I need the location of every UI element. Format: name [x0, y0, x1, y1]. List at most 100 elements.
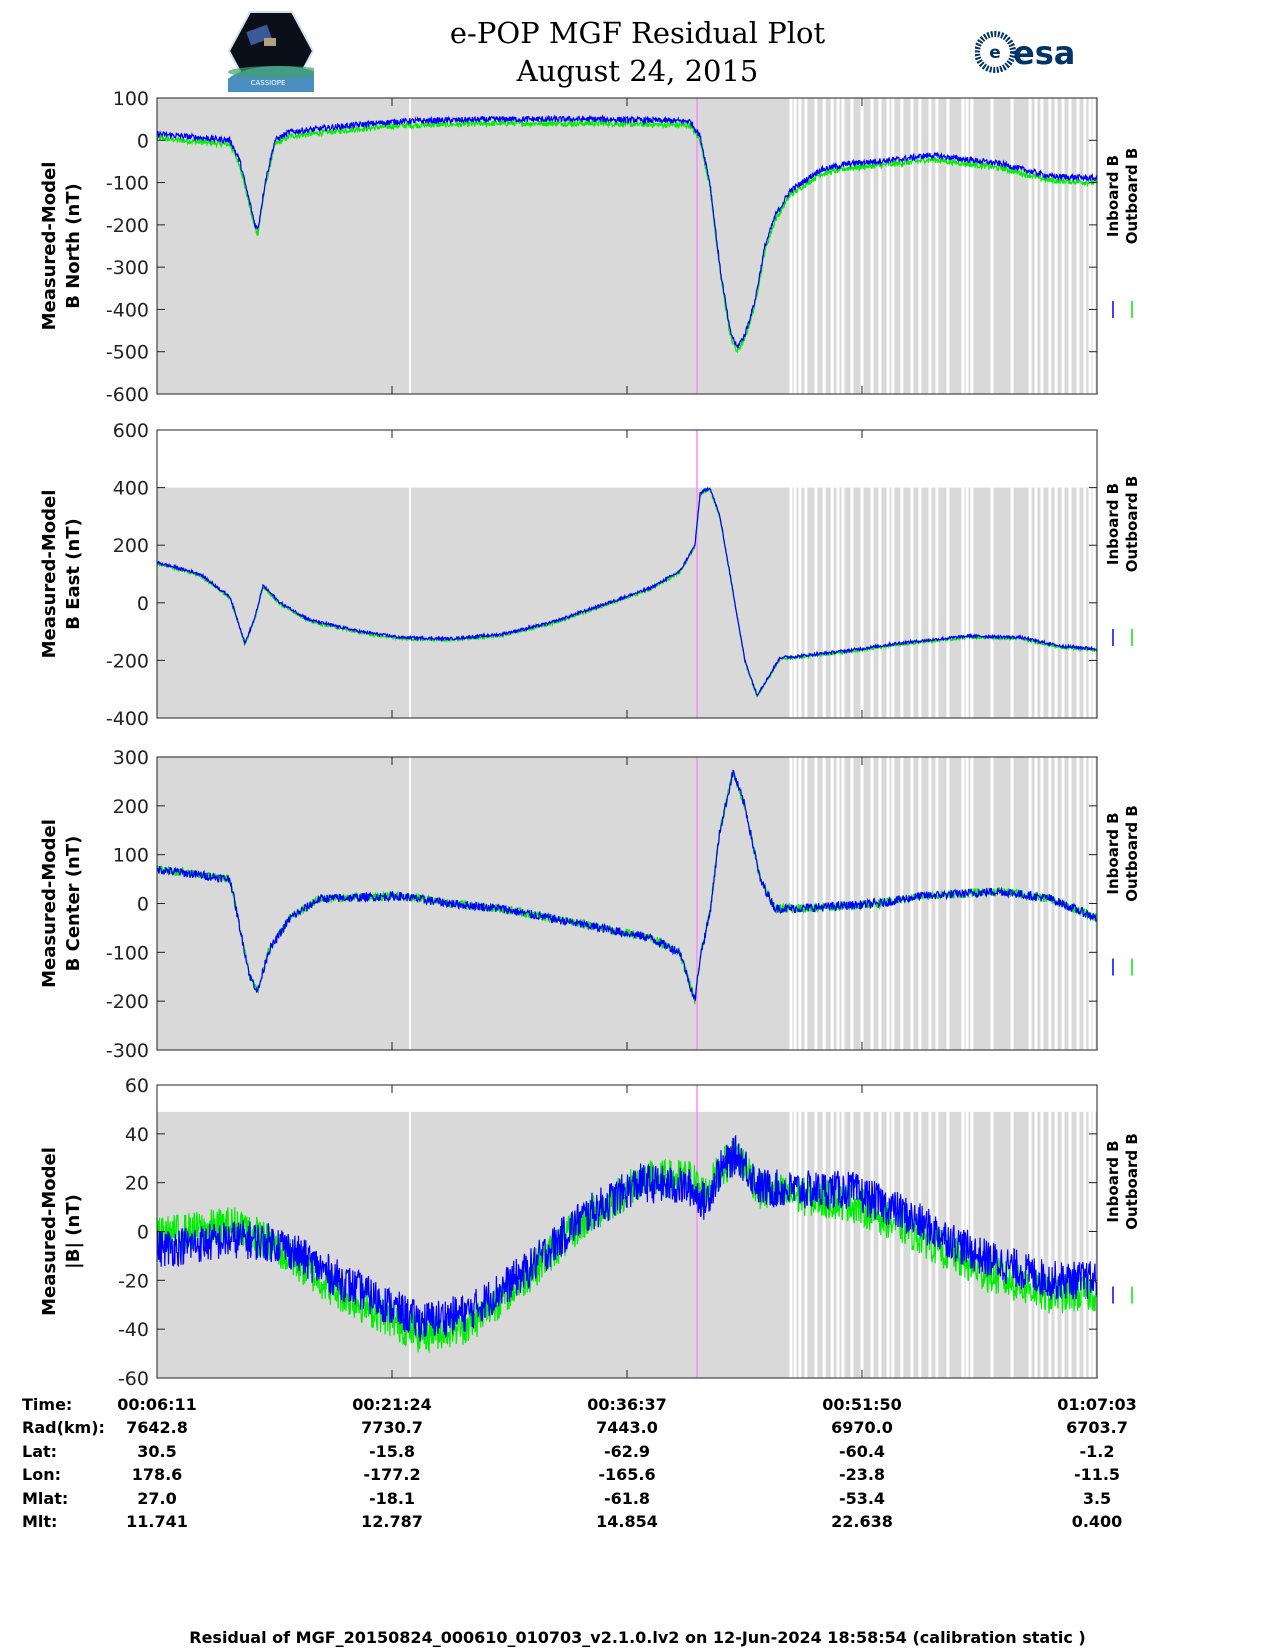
y-tick-label: 300	[113, 747, 149, 769]
data-gap-stripe	[1054, 487, 1058, 718]
data-gap-stripe	[1048, 98, 1052, 394]
data-gap-stripe	[961, 98, 965, 394]
data-gap-stripe	[798, 487, 802, 718]
y-axis-label-line1: Measured-Model	[39, 1147, 60, 1316]
svg-text:e: e	[989, 43, 1001, 63]
table-cell: 11.741	[126, 1512, 188, 1531]
table-cell: -165.6	[598, 1465, 655, 1484]
data-gap-stripe	[886, 1111, 890, 1378]
y-tick-label: -300	[106, 257, 149, 279]
x-tick-label: 00:36:37	[587, 1395, 667, 1414]
data-gap-stripe	[1068, 1111, 1072, 1378]
data-gap-stripe	[830, 487, 834, 718]
legend-outboard-label: Outboard B	[1123, 476, 1141, 573]
data-gap-stripe	[961, 487, 965, 718]
data-gap-stripe	[830, 98, 834, 394]
y-tick-label: -500	[106, 342, 149, 364]
y-tick-label: 200	[113, 796, 149, 818]
inboard-b-line	[156, 769, 1098, 1001]
data-gap-stripe	[910, 98, 914, 394]
table-cell: 14.854	[596, 1512, 658, 1531]
data-gap-stripe	[804, 98, 808, 394]
data-gap-stripe	[836, 487, 840, 718]
data-gap-stripe	[860, 1111, 864, 1378]
table-row-label: Mlt:	[22, 1512, 57, 1531]
data-gap-stripe	[1034, 487, 1038, 718]
data-gap-stripe	[836, 98, 840, 394]
y-tick-label: -40	[118, 1319, 149, 1341]
data-gap-stripe	[891, 98, 895, 394]
table-cell: -1.2	[1080, 1442, 1115, 1461]
data-gap-stripe	[1068, 98, 1072, 394]
data-gap-stripe	[1028, 487, 1032, 718]
table-cell: -177.2	[363, 1465, 420, 1484]
y-tick-label: -200	[106, 215, 149, 237]
data-gap-stripe	[841, 98, 845, 394]
data-coverage-background	[157, 98, 1097, 394]
data-gap-stripe	[1028, 98, 1032, 394]
cassiope-logo: CASSIOPE	[228, 11, 314, 92]
y-axis-label-line2: B East (nT)	[63, 518, 84, 630]
data-gap-stripe	[886, 487, 890, 718]
legend-outboard-label: Outboard B	[1123, 148, 1141, 245]
legend-outboard-label: Outboard B	[1123, 1133, 1141, 1230]
table-cell: 178.6	[132, 1465, 183, 1484]
table-cell: 22.638	[831, 1512, 893, 1531]
y-tick-label: 600	[113, 420, 149, 442]
y-tick-label: 0	[137, 130, 149, 152]
y-tick-label: -100	[106, 173, 149, 195]
y-tick-label: 60	[125, 1075, 149, 1097]
data-gap-stripe	[870, 1111, 874, 1378]
title-line-1: e-POP MGF Residual Plot	[449, 16, 826, 50]
y-tick-label: 20	[125, 1173, 149, 1195]
y-tick-label: 200	[113, 535, 149, 557]
table-row-label: Lon:	[22, 1465, 61, 1484]
data-gap-stripe	[850, 487, 854, 718]
table-cell: 3.5	[1083, 1489, 1111, 1508]
y-tick-label: -600	[106, 384, 149, 406]
data-gap-stripe	[1092, 1111, 1096, 1378]
data-gap-stripe	[1092, 98, 1096, 394]
table-cell: 27.0	[137, 1489, 176, 1508]
data-gap-stripe	[1088, 98, 1092, 394]
data-gap-stripe	[1040, 487, 1044, 718]
y-tick-label: 0	[137, 593, 149, 615]
data-gap-stripe	[1028, 1111, 1032, 1378]
title-line-2: August 24, 2015	[516, 54, 759, 88]
data-gap-stripe	[946, 487, 950, 718]
data-gap-stripe	[928, 98, 932, 394]
data-gap-stripe	[935, 98, 939, 394]
y-axis-label-line2: B North (nT)	[63, 183, 84, 309]
data-gap-stripe	[990, 1111, 994, 1378]
data-gap-stripe	[789, 98, 793, 394]
data-gap-stripe	[870, 487, 874, 718]
data-gap-stripe	[1076, 98, 1080, 394]
table-row-label: Mlat:	[22, 1489, 68, 1508]
table-cell: -53.4	[839, 1489, 885, 1508]
y-tick-label: 40	[125, 1124, 149, 1146]
data-gap-stripe	[1048, 1111, 1052, 1378]
y-tick-label: -60	[118, 1368, 149, 1390]
y-tick-label: -20	[118, 1270, 149, 1292]
legend-outboard-label: Outboard B	[1123, 805, 1141, 902]
y-axis-label-line1: Measured-Model	[39, 490, 60, 659]
data-gap-stripe	[1010, 757, 1014, 1050]
data-gap-stripe	[804, 1111, 808, 1378]
data-gap-stripe	[1076, 757, 1080, 1050]
y-tick-label: -200	[106, 650, 149, 672]
data-gap-stripe	[928, 757, 932, 1050]
x-tick-label: 00:51:50	[822, 1395, 902, 1414]
data-gap-stripe	[1034, 98, 1038, 394]
data-gap-stripe	[935, 487, 939, 718]
table-cell: 0.400	[1072, 1512, 1123, 1531]
data-gap-stripe	[965, 487, 969, 718]
data-gap-stripe	[850, 98, 854, 394]
data-gap-stripe	[946, 757, 950, 1050]
data-gap-stripe	[900, 1111, 904, 1378]
table-cell: -18.1	[369, 1489, 415, 1508]
data-gap-stripe	[830, 1111, 834, 1378]
table-cell: -23.8	[839, 1465, 885, 1484]
data-gap-stripe	[1083, 98, 1087, 394]
y-axis-label-line2: B Center (nT)	[63, 836, 84, 972]
